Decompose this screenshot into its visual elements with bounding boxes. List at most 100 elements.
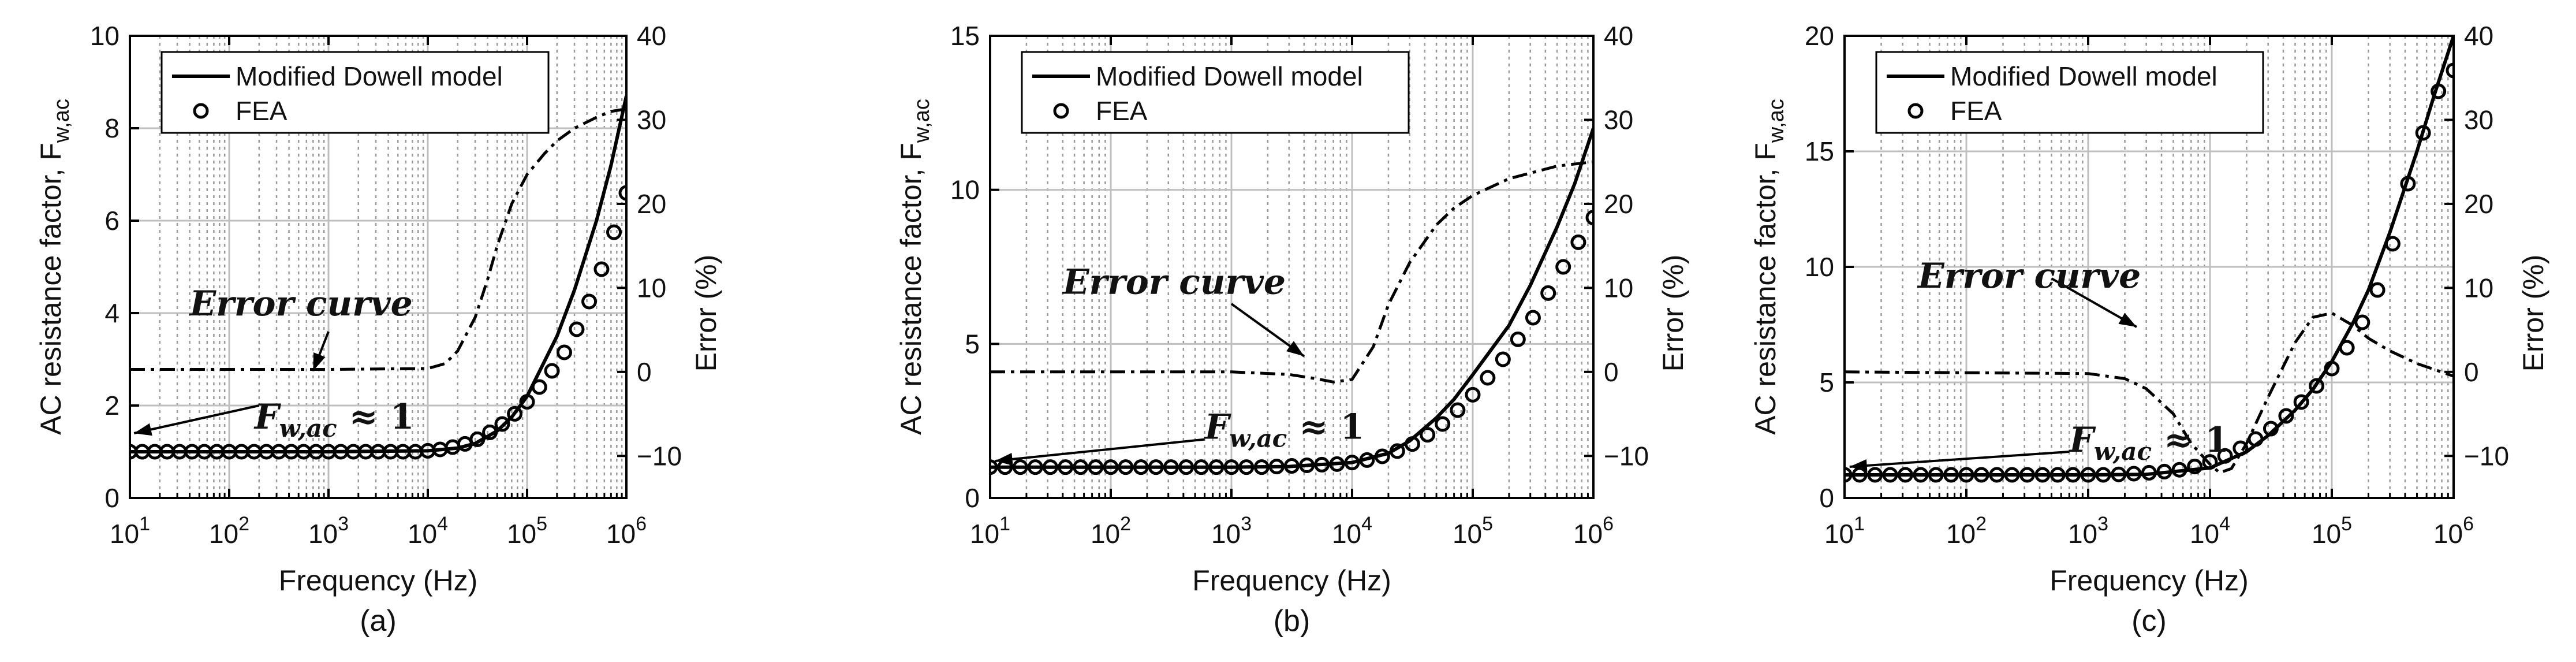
fea-marker: [2248, 431, 2264, 447]
y-axis-title-main: AC resistance factor, F: [1749, 143, 1782, 435]
fea-marker: [2019, 467, 2035, 483]
x-tick-exponent: 1: [999, 513, 1010, 535]
fea-marker: [1314, 456, 1330, 473]
fea-marker: [1540, 285, 1556, 301]
x-tick-base: 10: [110, 519, 139, 549]
fea-marker: [544, 363, 560, 379]
legend: Modified Dowell model FEA: [160, 51, 550, 134]
x-tick-exponent: 6: [2463, 513, 2474, 535]
y2-tick-label: 30: [2464, 105, 2493, 135]
x-tick-exponent: 4: [437, 513, 448, 535]
fea-marker: [1845, 467, 1853, 483]
y2-tick-label: 40: [2464, 21, 2493, 51]
y-axis-title-main: AC resistance factor, F: [895, 143, 927, 435]
fea-marker: [1882, 467, 1898, 483]
fea-marker: [1012, 459, 1028, 475]
x-tick-exponent: 3: [338, 513, 349, 535]
annotation-arrow-shaft: [1849, 451, 2070, 468]
annotation-main-text: Error curve: [1062, 262, 1286, 303]
x-tick-exponent: 1: [1854, 513, 1865, 535]
legend-fea-label: FEA: [1950, 96, 2002, 126]
fea-marker: [2400, 176, 2416, 192]
fea-marker: [2232, 440, 2249, 456]
model-curve-line: [130, 95, 626, 453]
fea-marker: [618, 185, 626, 201]
fea-marker: [2339, 340, 2355, 356]
y-tick-label: 15: [1805, 136, 1834, 166]
x-tick-label: 101: [1824, 513, 1865, 549]
y2-tick-label: 10: [2464, 273, 2493, 303]
fea-marker: [2415, 125, 2431, 141]
y-axis-title-subscript: w,ac: [910, 99, 934, 143]
x-axis-title: Frequency (Hz): [2049, 564, 2249, 597]
legend-box: [160, 51, 550, 134]
y-axis-title-main: AC resistance factor, F: [35, 143, 67, 435]
y-tick-label: 5: [965, 329, 980, 359]
fea-marker: [2293, 394, 2309, 410]
data-layer: [990, 128, 1593, 475]
fea-marker: [1585, 210, 1593, 226]
fea-marker: [1973, 467, 1989, 483]
fea-marker: [1555, 259, 1571, 275]
fea-marker: [593, 261, 610, 277]
fea-marker: [1958, 467, 1974, 483]
fea-marker: [2080, 467, 2096, 483]
fea-marker: [1268, 459, 1285, 475]
legend-model-label: Modified Dowell model: [1950, 61, 2217, 91]
x-tick-label: 102: [209, 513, 249, 549]
x-tick-base: 10: [1332, 519, 1361, 549]
panel-label: (a): [360, 604, 397, 638]
x-tick-label: 104: [1332, 513, 1372, 549]
x-tick-base: 10: [408, 519, 437, 549]
fea-marker: [494, 416, 510, 432]
x-tick-exponent: 6: [1603, 513, 1614, 535]
annotation-arrow-shaft: [995, 438, 1205, 462]
x-tick-base: 10: [606, 519, 636, 549]
panel-label: (b): [1274, 604, 1311, 638]
fea-marker: [1163, 459, 1179, 475]
y2-tick-label: 30: [637, 105, 666, 135]
y2-tick-label: 40: [1604, 21, 1633, 51]
error-curve-annotation: Error curve: [1062, 262, 1305, 358]
x-tick-exponent: 4: [1361, 513, 1372, 535]
fea-marker: [581, 293, 598, 310]
x-tick-exponent: 5: [536, 513, 547, 535]
y2-tick-label: −10: [637, 441, 682, 471]
x-tick-label: 103: [1211, 513, 1252, 549]
annotation-arrow-head: [313, 352, 326, 371]
fea-marker: [1510, 331, 1526, 347]
fea-marker: [2065, 467, 2081, 483]
fea-marker: [507, 406, 523, 422]
legend-model-label: Modified Dowell model: [236, 61, 503, 91]
fea-marker: [1329, 456, 1345, 472]
fea-marker: [1299, 457, 1315, 473]
legend-fea-swatch: [1907, 103, 1924, 119]
fea-marker: [2171, 462, 2187, 478]
fea-marker: [1450, 402, 1466, 418]
legend: Modified Dowell model FEA: [1875, 51, 2264, 134]
y2-tick-label: 30: [1604, 105, 1633, 135]
fea-marker: [2111, 466, 2127, 482]
annotation-text: Fw,ac ≈ 1: [2068, 420, 2229, 466]
x-tick-label: 103: [2068, 513, 2108, 549]
y2-axis-title: Error (%): [690, 255, 722, 372]
y2-tick-label: −10: [2464, 441, 2509, 471]
fea-marker: [1359, 452, 1375, 468]
fea-marker: [990, 459, 998, 475]
x-tick-label: 103: [308, 513, 349, 549]
annotation-subscript: w,ac: [279, 414, 337, 442]
fea-marker: [556, 344, 572, 360]
fea-marker: [1374, 448, 1390, 464]
y-axis-title: AC resistance factor, Fw,ac: [35, 99, 74, 435]
x-tick-base: 10: [507, 519, 536, 549]
annotation-text: Error curve: [189, 284, 413, 324]
y2-tick-label: −10: [1604, 441, 1649, 471]
annotation-main-text: F: [253, 397, 282, 437]
fea-marker: [1570, 234, 1586, 250]
fea-marker: [1223, 459, 1240, 475]
x-tick-exponent: 5: [2341, 513, 2352, 535]
fea-marker: [1435, 416, 1451, 432]
fea-marker: [1420, 427, 1436, 443]
y2-tick-label: 0: [637, 357, 652, 387]
annotation-text: Error curve: [1062, 262, 1286, 303]
